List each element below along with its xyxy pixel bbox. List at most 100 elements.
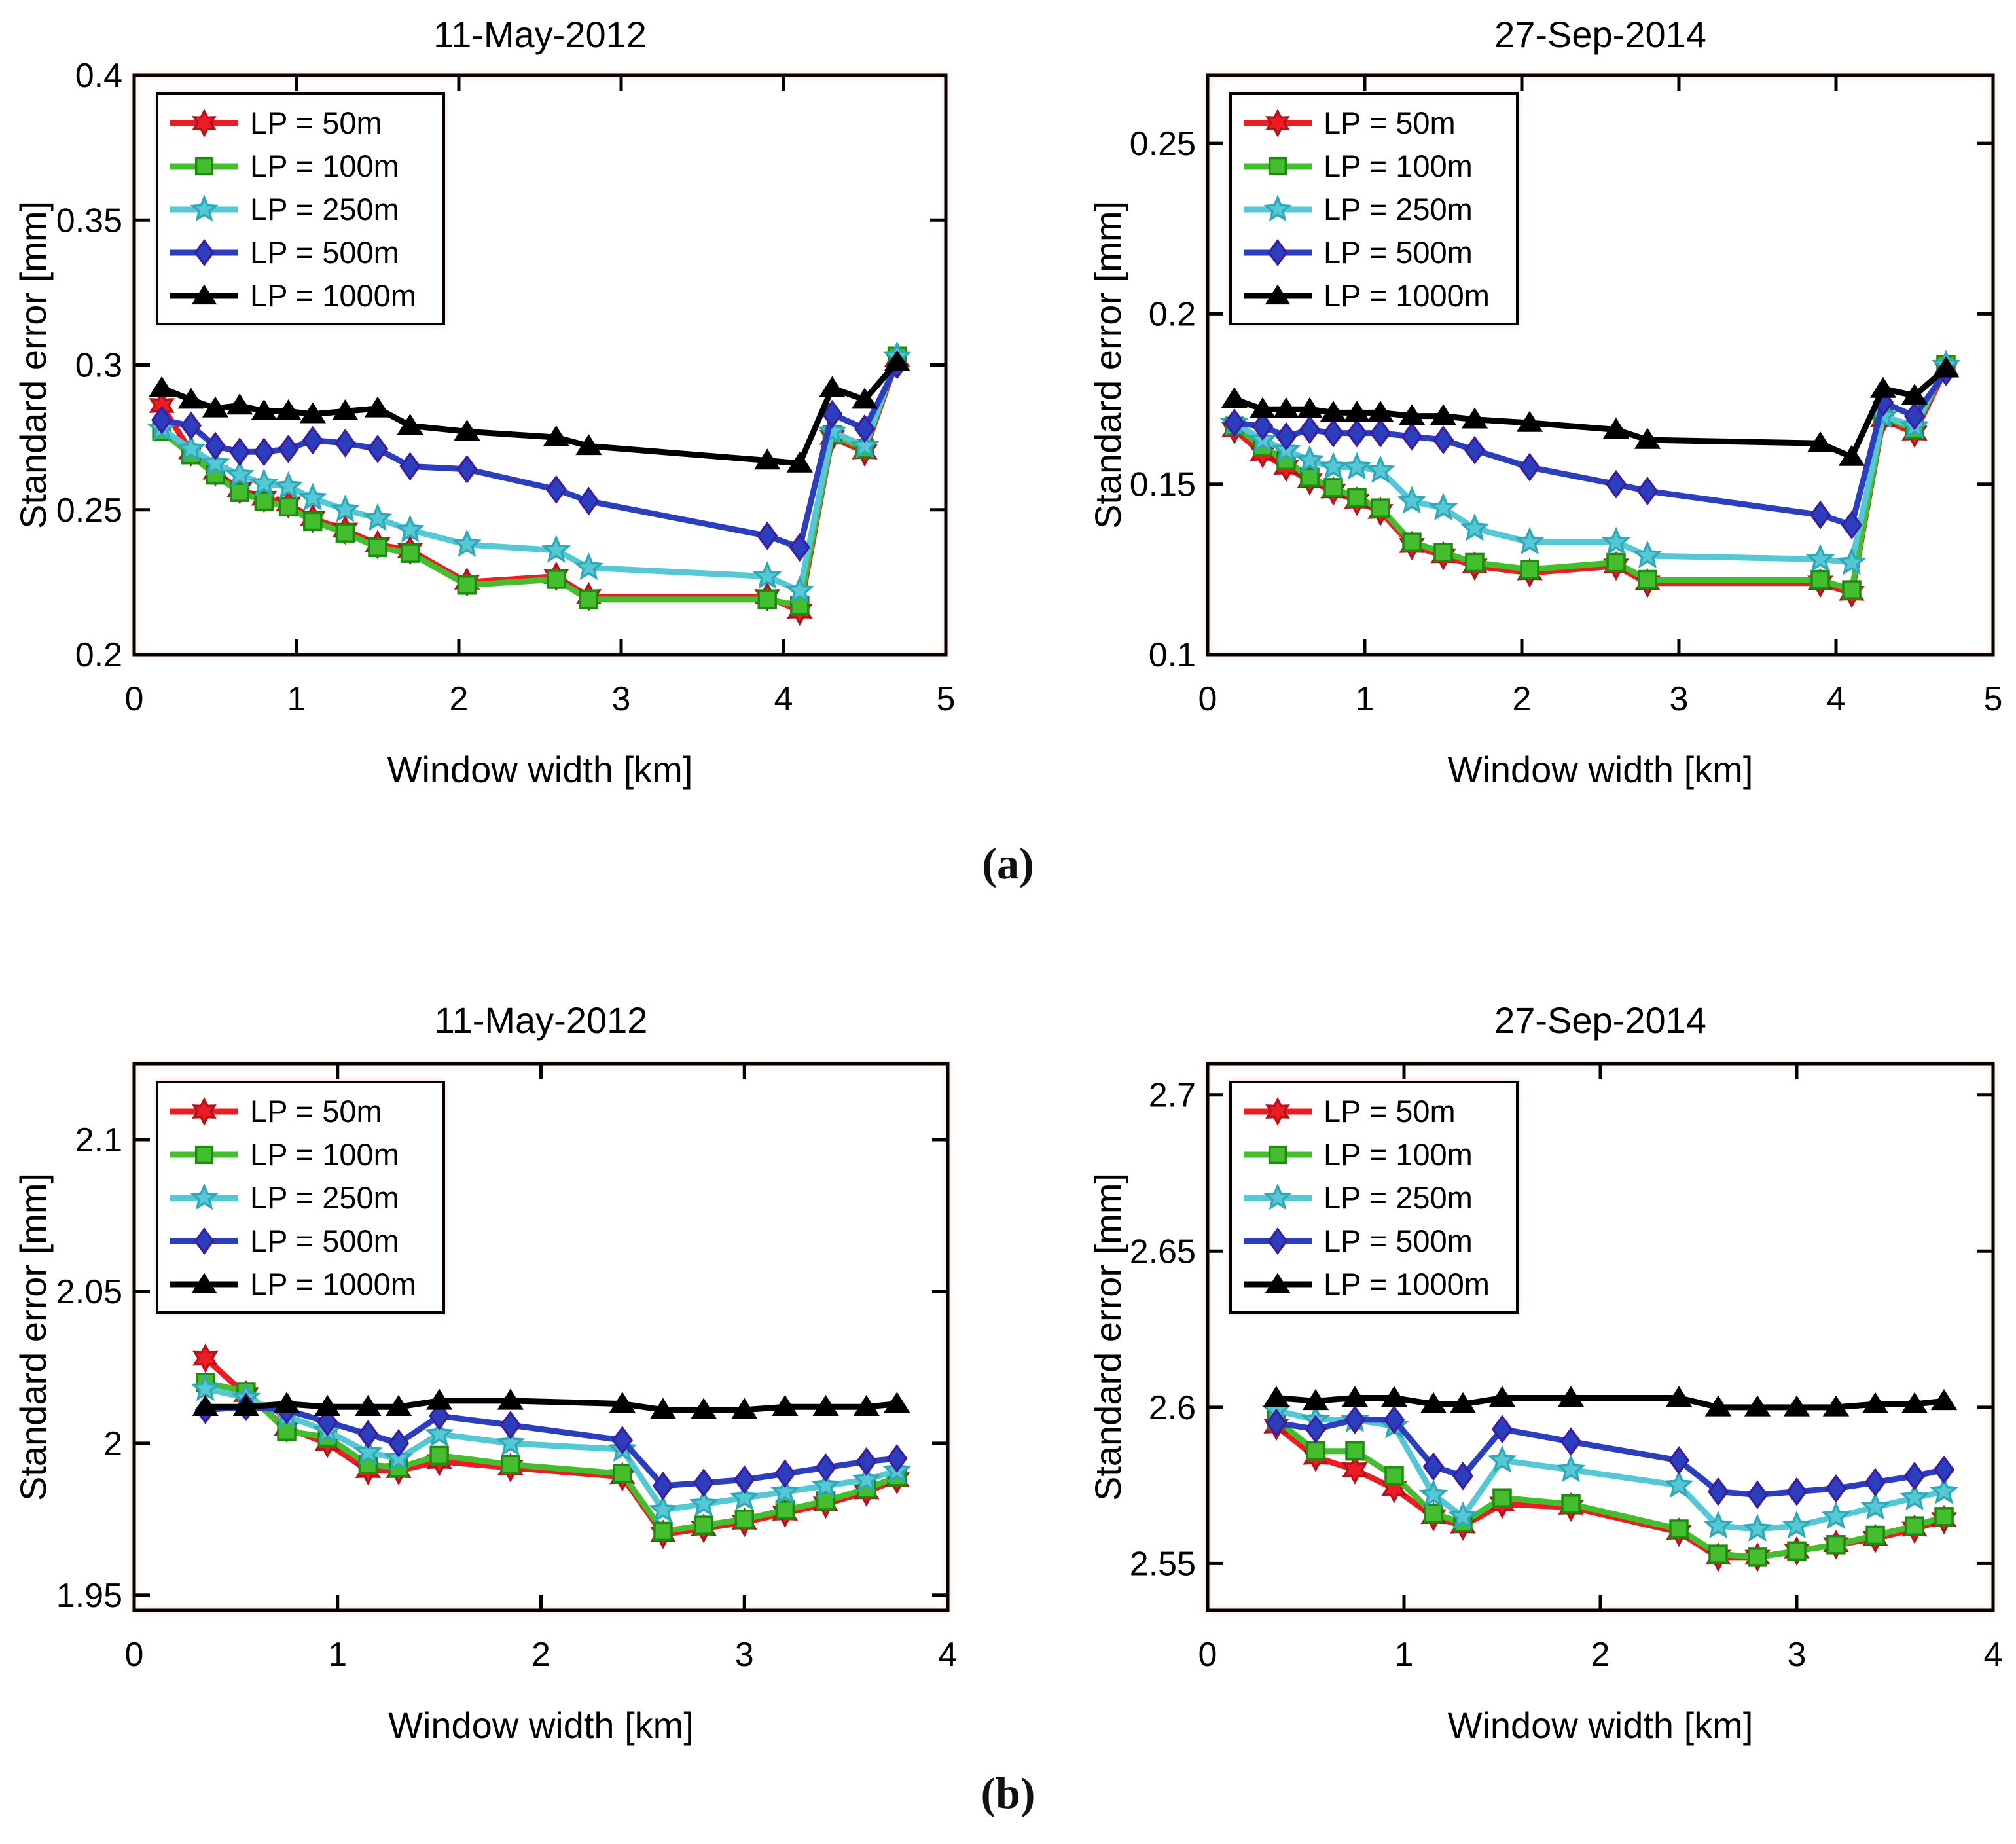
legend-label: LP = 250m — [250, 1180, 399, 1215]
diamond-marker — [1267, 238, 1288, 267]
triangle-marker — [425, 1388, 453, 1410]
triangle-marker — [1822, 1395, 1850, 1417]
legend-label: LP = 50m — [1323, 1094, 1456, 1129]
diamond-marker — [194, 238, 215, 267]
triangle-marker — [649, 1398, 677, 1419]
triangle-marker — [1249, 397, 1276, 418]
star-marker — [1295, 444, 1325, 473]
triangle-marker — [355, 1394, 382, 1416]
star-marker — [176, 433, 206, 461]
star-marker — [1782, 1510, 1812, 1539]
star-marker — [1664, 1470, 1694, 1498]
triangle-marker — [191, 284, 217, 305]
y-tick-label: 2.6 — [1149, 1389, 1196, 1427]
triangle-marker — [1296, 397, 1323, 418]
diamond-marker — [1841, 511, 1863, 540]
diamond-marker — [886, 1444, 908, 1473]
triangle-marker — [1341, 1386, 1369, 1407]
chart-bottom-left-svg: 11-May-2012 Standard error [mm] Window wid… — [12, 1000, 957, 1746]
chart-bottom-left: 11-May-2012 Standard error [mm] Window wid… — [12, 1000, 957, 1746]
square-marker — [230, 482, 249, 502]
series-line — [1273, 1417, 1947, 1561]
square-marker — [1347, 488, 1367, 508]
star-marker — [249, 468, 279, 496]
legend-label: LP = 100m — [250, 149, 399, 183]
series-lp-500m — [1265, 1405, 1955, 1510]
triangle-marker — [1862, 1392, 1889, 1413]
square-marker — [1492, 1488, 1512, 1508]
triangle-marker — [1783, 1395, 1810, 1417]
legend-entry-lp-50m: LP = 50m — [1244, 1094, 1456, 1129]
legend-label: LP = 500m — [250, 235, 399, 270]
triangle-marker — [332, 399, 359, 421]
x-tick-label: 1 — [1395, 1636, 1414, 1674]
triangle-marker — [314, 1394, 341, 1416]
triangle-marker — [543, 425, 569, 446]
diamond-marker — [1933, 1455, 1955, 1485]
square-marker — [1905, 1516, 1924, 1536]
triangle-marker — [812, 1394, 839, 1416]
diamond-marker — [1903, 1461, 1926, 1491]
legend-label: LP = 500m — [1323, 1223, 1473, 1258]
diamond-marker — [204, 431, 226, 461]
diamond-marker — [757, 521, 778, 551]
diamond-marker — [1746, 1480, 1769, 1510]
diamond-marker — [815, 1453, 837, 1482]
star-marker — [424, 1419, 454, 1447]
star-marker — [200, 448, 230, 476]
square-marker — [1384, 1466, 1404, 1486]
legend-entry-lp-50m: LP = 50m — [170, 1094, 382, 1129]
diamond-marker — [1344, 1405, 1366, 1434]
x-tick-label: 2 — [450, 680, 469, 718]
triangle-marker — [1272, 397, 1300, 418]
diamond-marker — [151, 405, 173, 435]
legend-entry-lp-500m: LP = 500m — [170, 235, 399, 270]
x-tick-label: 2 — [531, 1636, 550, 1674]
hexagram-marker — [192, 1343, 219, 1373]
chart-top-left: 11-May-2012 Standard error [mm] Window wid… — [12, 14, 955, 790]
square-marker — [1842, 580, 1862, 600]
triangle-marker — [202, 396, 229, 418]
hexagram-marker — [192, 1097, 217, 1126]
triangle-marker — [1901, 1392, 1928, 1413]
legend-entry-lp-1000m: LP = 1000m — [170, 1267, 416, 1301]
triangle-marker — [754, 448, 781, 470]
diamond-marker — [1346, 418, 1368, 448]
star-marker — [1837, 547, 1867, 575]
chart-panel-bottom-left: 11-May-2012 Standard error [mm] Window wid… — [0, 949, 1008, 1843]
diamond-marker — [1560, 1427, 1582, 1456]
triangle-marker — [1488, 1386, 1516, 1407]
diamond-marker — [789, 533, 810, 562]
chart-bottom-right-svg: 27-Sep-2014 Standard error [mm] Window wid… — [1087, 1000, 2002, 1746]
diamond-marker — [1369, 418, 1392, 448]
star-marker — [573, 552, 603, 581]
panel-b-label: (b) — [0, 1767, 2016, 1819]
diamond-marker — [1825, 1473, 1847, 1503]
star-marker — [1805, 543, 1835, 572]
triangle-marker — [731, 1398, 758, 1419]
diamond-marker — [734, 1465, 755, 1494]
triangle-marker — [177, 388, 204, 409]
plot-title: 11-May-2012 — [435, 1000, 648, 1041]
legend-entry-lp-1000m: LP = 1000m — [170, 278, 416, 313]
y-tick-label: 2.55 — [1130, 1545, 1196, 1583]
plot-title: 27-Sep-2014 — [1494, 1000, 1706, 1041]
diamond-marker — [1432, 425, 1454, 454]
star-marker — [541, 535, 571, 563]
star-marker — [190, 1183, 219, 1210]
series-lp-1000m — [148, 350, 910, 473]
square-marker — [1424, 1504, 1443, 1523]
square-marker — [1669, 1519, 1689, 1539]
legend-entry-lp-500m: LP = 500m — [1244, 235, 1473, 270]
diamond-marker — [1322, 418, 1344, 448]
diamond-marker — [1668, 1446, 1690, 1475]
legend-entry-lp-250m: LP = 250m — [1244, 1180, 1473, 1215]
star-marker — [1556, 1454, 1586, 1483]
triangle-marker — [1265, 284, 1291, 305]
star-marker — [1318, 452, 1348, 480]
diamond-marker — [611, 1426, 633, 1455]
legend-entry-lp-50m: LP = 50m — [170, 105, 382, 140]
square-marker — [1748, 1547, 1767, 1567]
square-marker — [1810, 569, 1830, 590]
